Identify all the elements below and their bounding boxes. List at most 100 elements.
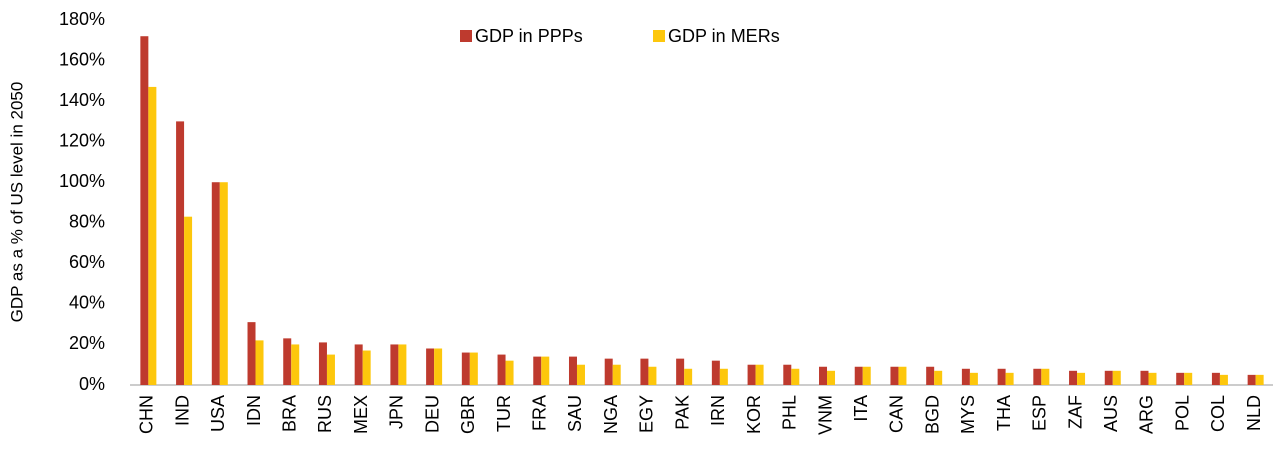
- bar: [398, 344, 407, 385]
- bar: [148, 86, 157, 386]
- bar: [719, 368, 728, 385]
- bar: [1247, 374, 1256, 385]
- bar: [283, 338, 292, 385]
- x-tick-label: CAN: [887, 395, 907, 433]
- bar: [926, 366, 935, 385]
- bar: [390, 344, 399, 385]
- x-tick-label: USA: [208, 395, 228, 432]
- bar: [819, 366, 828, 385]
- bar: [969, 372, 978, 385]
- x-tick-label: IDN: [244, 395, 264, 426]
- x-tick-label: NLD: [1244, 395, 1264, 431]
- y-tick-label: 180%: [59, 9, 105, 29]
- x-tick-label: IND: [172, 395, 192, 426]
- bar: [184, 216, 193, 385]
- bar: [1033, 368, 1042, 385]
- x-tick-label: KOR: [744, 395, 764, 434]
- bar: [541, 356, 550, 385]
- bar: [247, 322, 256, 385]
- bar: [326, 354, 335, 385]
- bar: [1140, 370, 1149, 385]
- y-tick-label: 40%: [69, 293, 105, 313]
- bar: [434, 348, 443, 385]
- x-tick-label: MYS: [958, 395, 978, 434]
- bar: [997, 368, 1006, 385]
- bar: [648, 366, 657, 385]
- bar: [497, 354, 506, 385]
- bar: [1148, 372, 1157, 385]
- legend-label: GDP in MERs: [668, 26, 780, 46]
- y-tick-label: 20%: [69, 333, 105, 353]
- bar: [854, 366, 863, 385]
- y-tick-label: 120%: [59, 130, 105, 150]
- bar: [505, 360, 514, 385]
- bar: [1041, 368, 1050, 385]
- y-tick-label: 160%: [59, 49, 105, 69]
- bar: [1112, 370, 1121, 385]
- bar: [755, 364, 764, 385]
- bar: [354, 344, 363, 385]
- bar: [568, 356, 577, 385]
- x-tick-label: ARG: [1137, 395, 1157, 434]
- bar: [1255, 374, 1264, 385]
- x-tick-label: COL: [1208, 395, 1228, 432]
- y-tick-label: 80%: [69, 212, 105, 232]
- x-tick-label: JPN: [387, 395, 407, 429]
- bar: [1219, 374, 1228, 385]
- bar: [791, 368, 800, 385]
- bar: [711, 360, 720, 385]
- x-tick-label: ITA: [851, 395, 871, 422]
- bar: [461, 352, 470, 385]
- bar: [1211, 372, 1220, 385]
- legend-swatch: [653, 30, 665, 42]
- x-tick-label: NGA: [601, 395, 621, 434]
- x-tick-label: PAK: [672, 395, 692, 430]
- x-tick-label: EGY: [637, 395, 657, 433]
- bar: [1184, 372, 1193, 385]
- bar: [684, 368, 693, 385]
- x-tick-label: FRA: [530, 395, 550, 431]
- bar: [211, 182, 220, 385]
- bar: [862, 366, 871, 385]
- bar: [318, 342, 327, 385]
- bar: [426, 348, 435, 385]
- y-tick-label: 100%: [59, 171, 105, 191]
- bar: [676, 358, 685, 385]
- bar: [140, 36, 149, 385]
- legend-swatch: [460, 30, 472, 42]
- x-tick-label: RUS: [315, 395, 335, 433]
- x-tick-label: PHL: [780, 395, 800, 430]
- x-tick-label: DEU: [422, 395, 442, 433]
- bar: [1005, 372, 1014, 385]
- x-tick-label: MEX: [351, 395, 371, 434]
- x-tick-label: POL: [1172, 395, 1192, 431]
- bar: [747, 364, 756, 385]
- x-tick-label: AUS: [1101, 395, 1121, 432]
- bar: [890, 366, 899, 385]
- bar: [576, 364, 585, 385]
- legend-label: GDP in PPPs: [475, 26, 583, 46]
- x-tick-label: CHN: [137, 395, 157, 434]
- x-tick-label: TUR: [494, 395, 514, 432]
- bar: [255, 340, 264, 385]
- bar: [1176, 372, 1185, 385]
- bar: [219, 182, 228, 385]
- y-axis-label: GDP as a % of US level in 2050: [7, 82, 26, 323]
- y-tick-label: 60%: [69, 252, 105, 272]
- bar: [176, 121, 185, 385]
- x-tick-label: VNM: [815, 395, 835, 435]
- bar: [640, 358, 649, 385]
- x-tick-label: GBR: [458, 395, 478, 434]
- bar: [291, 344, 300, 385]
- bar: [1104, 370, 1113, 385]
- bar: [533, 356, 542, 385]
- x-tick-label: ZAF: [1065, 395, 1085, 429]
- bar: [612, 364, 621, 385]
- y-tick-label: 140%: [59, 90, 105, 110]
- bar: [604, 358, 613, 385]
- x-tick-label: THA: [994, 395, 1014, 431]
- x-tick-label: ESP: [1030, 395, 1050, 431]
- bar: [469, 352, 478, 385]
- x-tick-label: BRA: [279, 395, 299, 432]
